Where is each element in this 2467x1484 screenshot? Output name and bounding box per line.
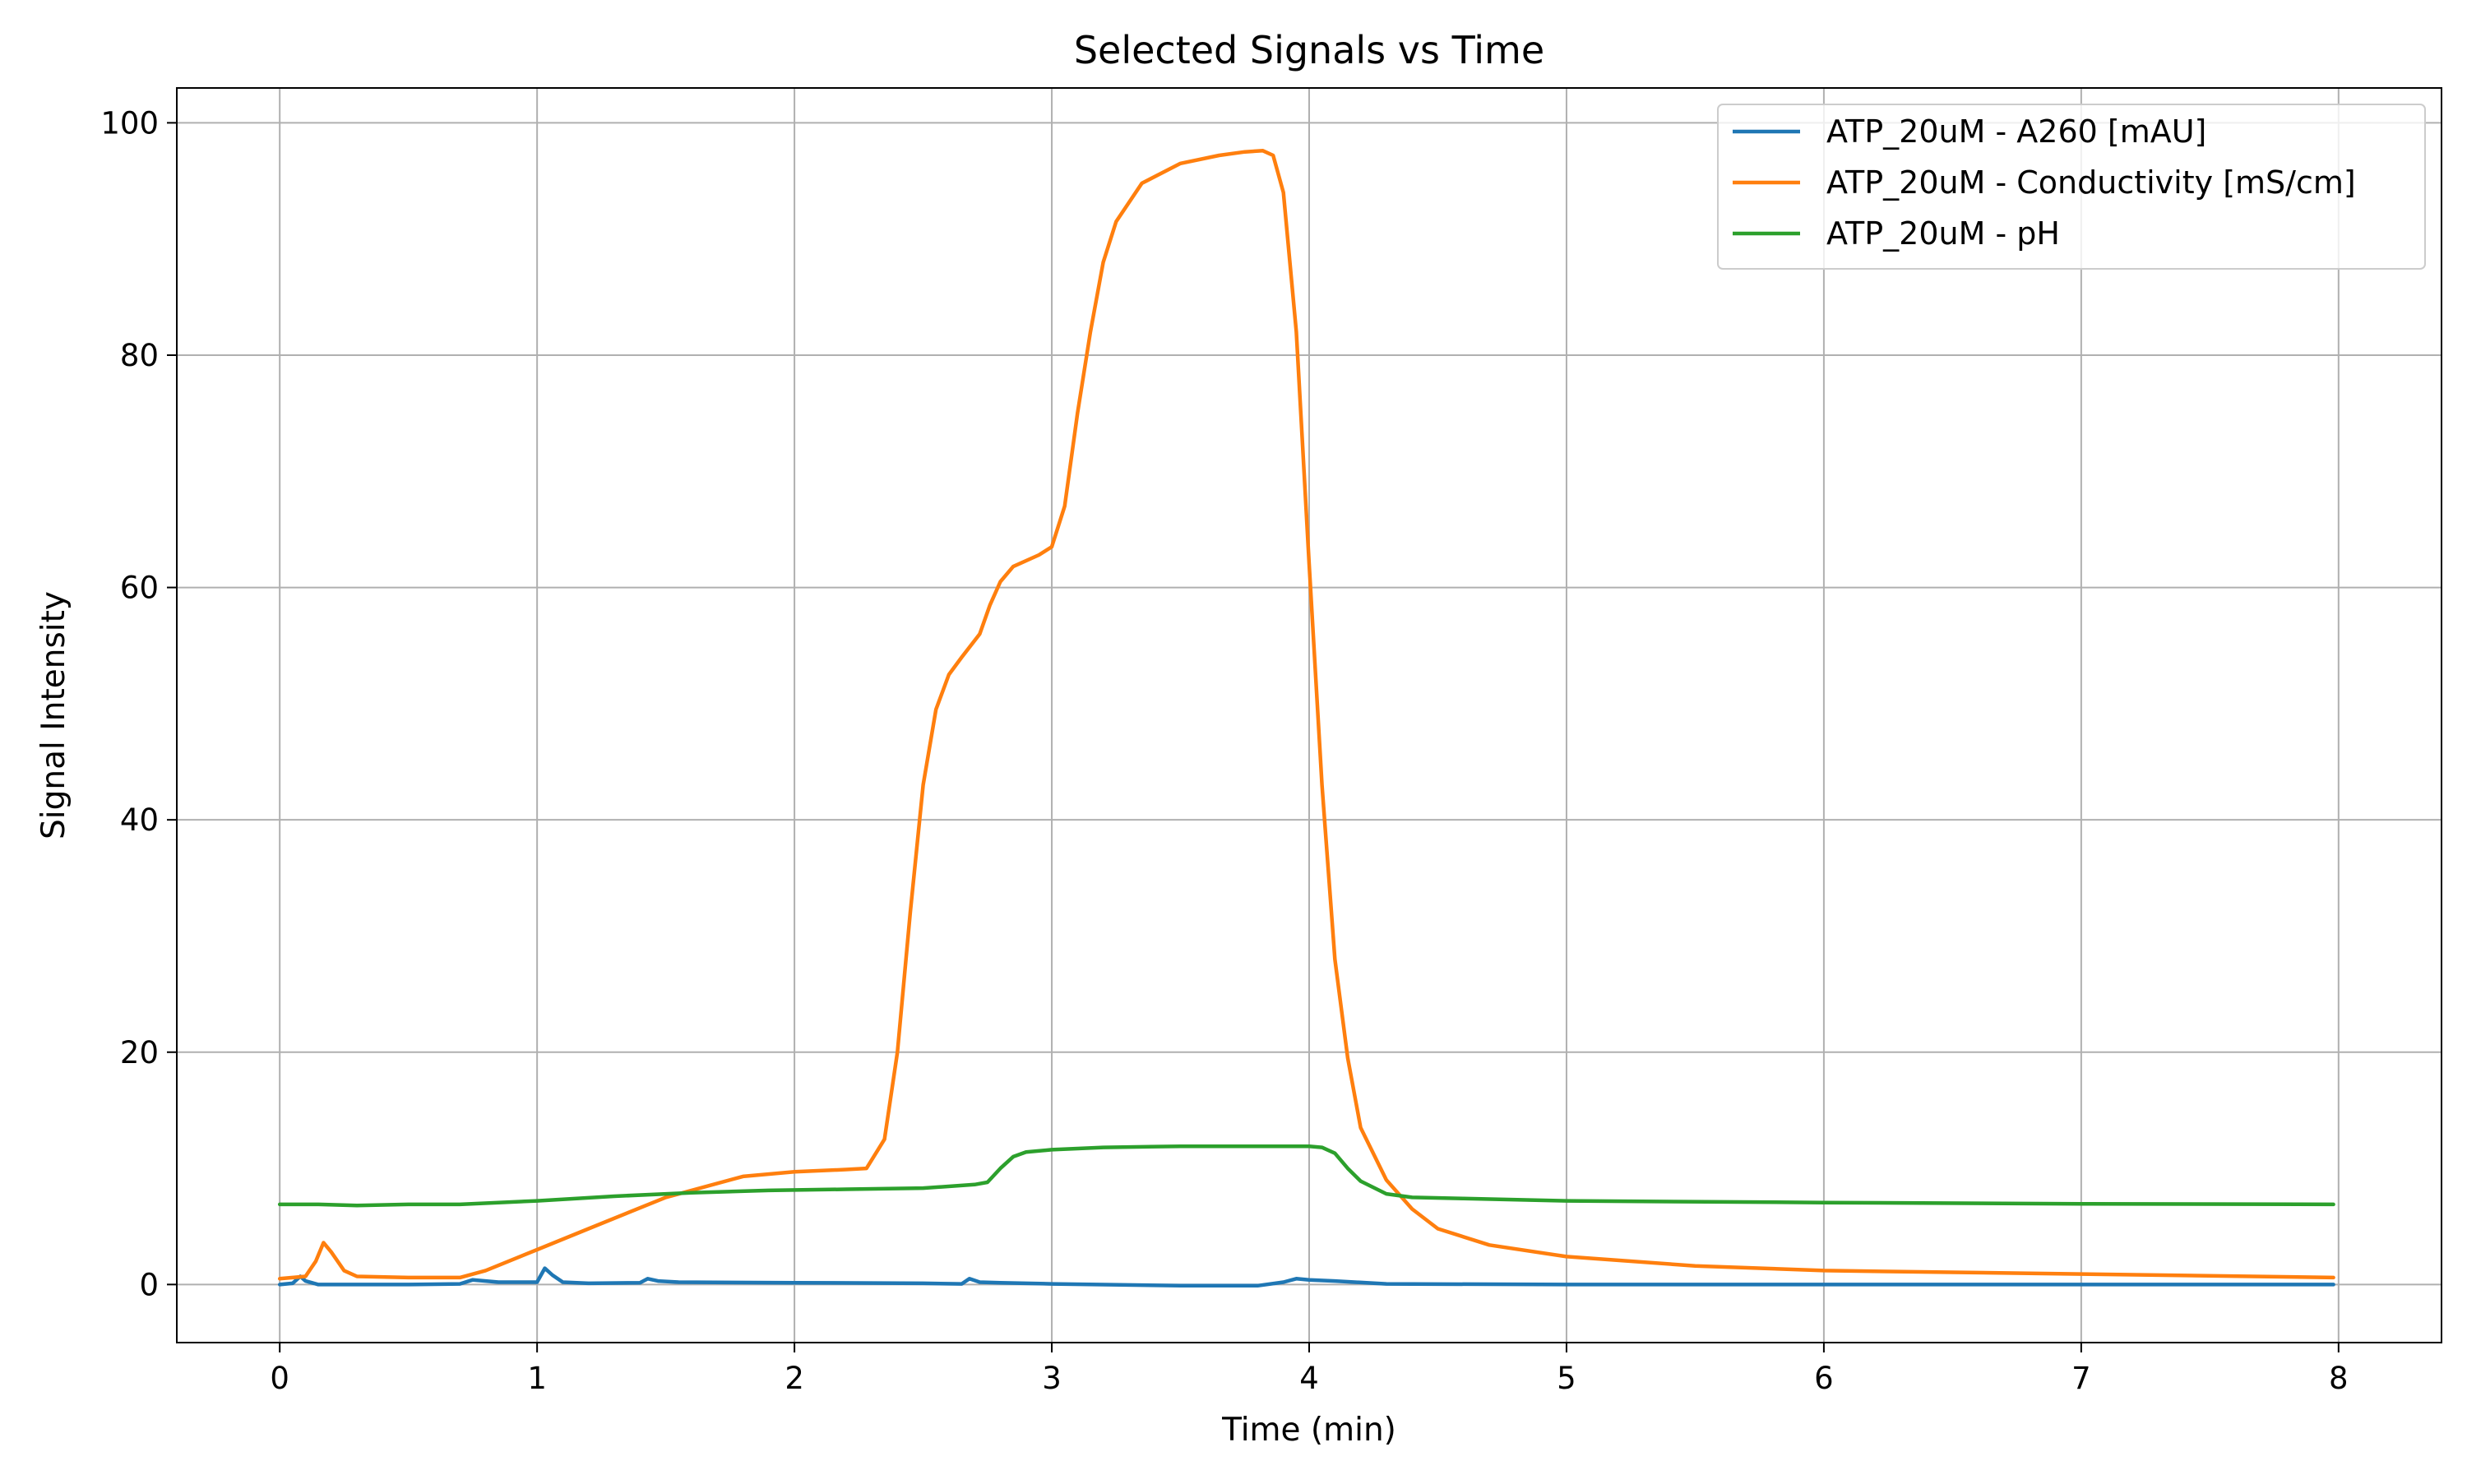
y-tick-label: 100 [100,105,159,141]
legend-items: ATP_20uM - A260 [mAU] ATP_20uM - Conducti… [1733,113,2356,252]
y-axis-label: Signal Intensity [35,591,72,839]
x-tick-label: 5 [1557,1361,1576,1396]
legend: ATP_20uM - A260 [mAU] ATP_20uM - Conducti… [1717,104,2426,270]
y-tick-label: 40 [120,802,159,838]
legend-label-3: ATP_20uM - pH [1826,215,2060,252]
legend-box [1717,104,2426,270]
chart-title: Selected Signals vs Time [1074,28,1544,72]
legend-label-1: ATP_20uM - A260 [mAU] [1826,113,2206,150]
x-tick-label: 0 [270,1361,289,1396]
x-tick-label: 6 [1814,1361,1834,1396]
x-tick-label: 2 [785,1361,804,1396]
x-tick-label: 3 [1042,1361,1062,1396]
y-tick-label: 80 [120,338,159,373]
x-tick-label: 7 [2071,1361,2091,1396]
series-line-3 [277,1144,2335,1208]
y-tick-label: 60 [120,571,159,606]
x-tick-label: 1 [527,1361,547,1396]
legend-label-2: ATP_20uM - Conductivity [mS/cm] [1826,164,2356,201]
y-tick-label: 20 [120,1035,159,1070]
series-line-1 [277,1266,2335,1288]
y-tick-label: 0 [139,1267,159,1302]
series-lines [277,149,2335,1288]
x-tick-label: 8 [2329,1361,2349,1396]
series-line-2 [277,149,2335,1281]
x-tick-label: 4 [1299,1361,1319,1396]
x-axis-label: Time (min) [1221,1412,1396,1449]
